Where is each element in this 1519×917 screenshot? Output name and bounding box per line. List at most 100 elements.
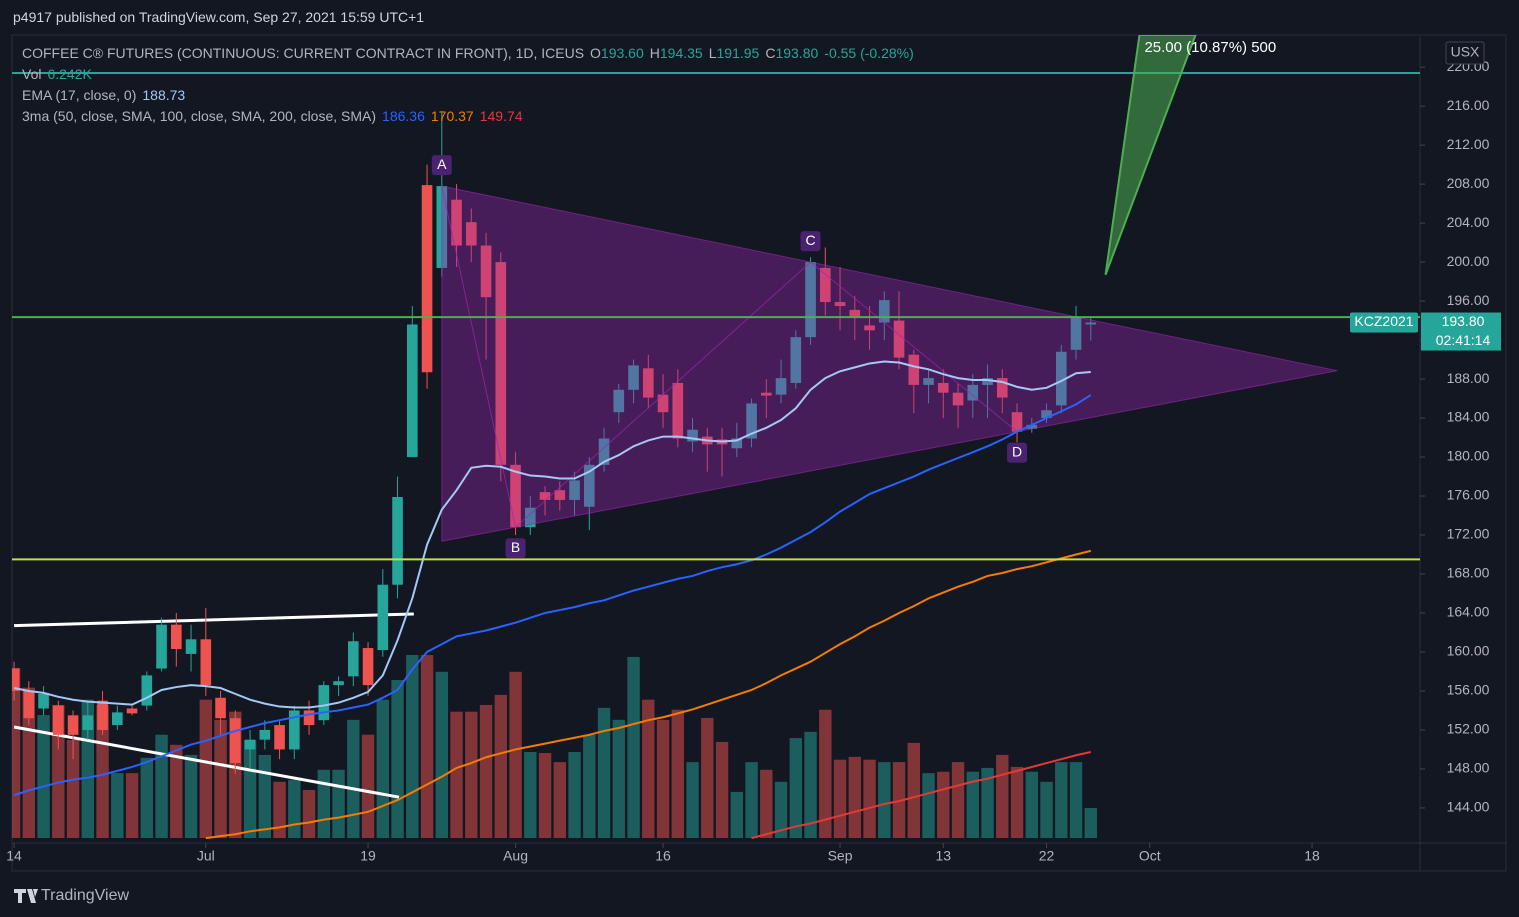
volume-bar [125,773,139,838]
volume-bar [258,754,272,838]
volume-bar [701,717,714,838]
volume-bar [288,779,301,838]
ohlc-key: L [708,45,717,61]
volume-bar [450,711,463,838]
volume-bar [199,699,213,838]
y-tick-label: 180.00 [1447,448,1490,464]
pattern-label-box [431,155,452,176]
y-tick-label: 164.00 [1447,604,1490,620]
y-tick-label: 188.00 [1447,370,1490,386]
volume-bar [420,655,434,838]
x-tick-label: 14 [6,848,22,864]
candle-body [362,648,374,686]
candle-body [274,725,285,750]
candle-body [849,309,861,318]
projection [1104,35,1197,276]
volume-bar [302,789,316,838]
volume-bar [981,767,994,838]
candle-body [244,739,256,750]
volume-bar [361,734,375,838]
candle-body [451,199,462,246]
pattern-label-box [505,538,526,559]
candle-body [554,490,566,500]
y-tick-label: 172.00 [1447,526,1490,542]
volume-bar [494,694,507,838]
candle-body [539,492,551,500]
volume-bar [863,759,876,838]
symbol-tag: KCZ2021 [1354,313,1413,329]
volume-bar [376,699,390,838]
logo [14,889,38,903]
candle-body [465,222,477,246]
volume-bar [1010,766,1024,838]
candle-body [642,368,654,398]
candle-body [215,697,226,719]
indicator-value: 6.242K [47,66,92,82]
legend-rows: EMA (17, close, 0) 188.73 3ma (50, close, … [22,85,920,127]
volume-bar [1069,762,1083,838]
candle-body [495,262,507,465]
volume-bar [819,709,832,838]
candle-body [1011,412,1023,432]
pattern-label-box [800,231,821,252]
candle-body [333,681,344,686]
axes: 144.00 148.00 152.00 156.00 160.00 164.00 168.… [6,58,1489,864]
volume-bar [568,752,581,838]
candle-body [406,324,418,458]
candle-body [12,668,20,691]
candle-body [628,365,639,390]
volume-bar [922,773,935,838]
publisher: p4917 published on TradingView.com, Sep … [13,9,425,25]
legend-row: COFFEE C® FUTURES (CONTINUOUS: CURRENT C… [22,43,920,64]
volume-bar [12,667,21,838]
candle-body [923,378,934,385]
volume-bar [273,781,286,838]
price-tag-box [1421,312,1501,351]
volume-bar [111,773,124,838]
indicator-value: 186.36 [382,108,425,124]
volume-bar [937,771,950,838]
volume-bar [37,715,50,838]
volume-bar [789,738,802,838]
volume-bar [656,719,670,838]
pattern-path [441,185,1018,529]
candle-body [760,392,772,396]
y-tick-label: 144.00 [1447,799,1490,815]
candle-body [480,245,492,298]
moving-average [205,549,1092,840]
candle-body [510,464,521,528]
candle-body [908,354,920,385]
pattern-label: B [511,539,520,555]
volume-bar [465,711,478,838]
volume-bar [804,731,817,838]
volume-bar [627,656,640,838]
symbol-tag-box [1350,312,1418,333]
volume-bar [1025,771,1038,838]
candle-body [1041,410,1052,419]
volume-bar [243,740,257,838]
currency-box [1445,41,1485,65]
projection-label: 25.00 (10.87%) 500 [1144,39,1276,56]
candle-body [937,382,949,393]
candle-body [23,690,35,719]
volume-bar [155,734,168,838]
volume-bar [597,707,611,838]
volume-bar [538,752,552,838]
candle-body [893,320,905,358]
candle-body [569,480,580,500]
candle-body [421,185,433,373]
candle-body [598,438,610,465]
volume-bar [583,734,596,838]
ohlc-key: H [649,45,660,61]
volume-bar [406,655,419,838]
volume-bar [66,740,80,838]
pattern-label: D [1012,443,1022,459]
candle-body [1026,424,1038,429]
indicator-value: 170.37 [430,108,474,124]
volume-bar [96,704,109,838]
legend-row: EMA (17, close, 0) 188.73 [22,85,920,106]
symbol-title: COFFEE C® FUTURES (CONTINUOUS: CURRENT C… [22,45,585,61]
brand: TradingView [41,887,129,904]
indicator-name: EMA (17, close, 0) [22,87,137,103]
ohlc-value: 193.80 [775,45,819,61]
